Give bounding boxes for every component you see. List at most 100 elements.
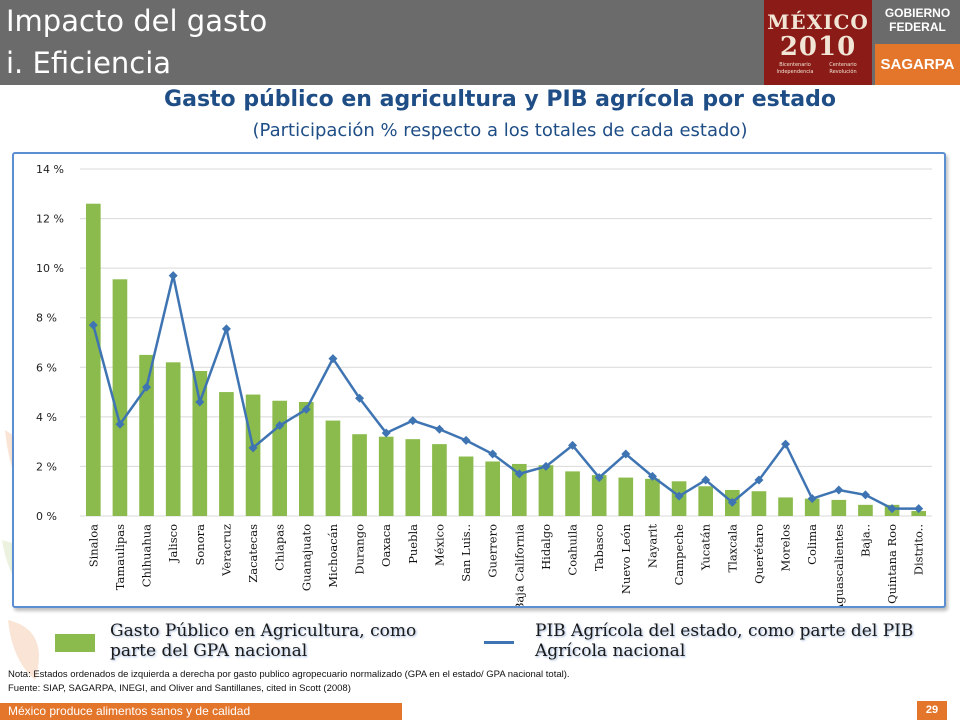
legend-bar-label: Gasto Público en Agricultura, como parte… (110, 621, 417, 661)
line-point (727, 497, 737, 507)
x-tick-label: Veracruz (219, 524, 233, 577)
x-tick-label: Guanajuato (299, 524, 313, 591)
logo-year-text: 2010 (779, 32, 857, 62)
line-point (115, 419, 125, 429)
line-point (221, 324, 231, 334)
line-point (860, 490, 870, 500)
footnote-source: Fuente: SIAP, SAGARPA, INEGI, and Oliver… (8, 683, 351, 694)
bar (192, 371, 208, 516)
line-point (621, 449, 631, 459)
bar (272, 400, 288, 516)
chart: 0 % 2 % 4 % 6 % 8 % 10 % 12 % 14 % Sinaloa Tamaul… (36, 163, 932, 606)
line-point (887, 504, 897, 514)
logo-right-caption: Centenario Revolución (829, 62, 857, 75)
bar (432, 444, 447, 516)
x-tick-label: Nayarit (645, 524, 659, 568)
x-tick-label: Tlaxcala (725, 524, 739, 573)
x-tick-label: Zacatecas (246, 524, 260, 583)
x-tick-label: Morelos (779, 524, 793, 572)
line-point (381, 428, 391, 438)
y-tick-label: 4 % (36, 411, 57, 424)
line-point (594, 473, 604, 483)
bar (591, 475, 607, 516)
bar (85, 203, 101, 516)
mexico-2010-logo: MÉXICO 2010 Bicentenario Independencia C… (764, 0, 872, 85)
x-tick-label: Coahuila (566, 524, 580, 576)
bar (751, 491, 767, 516)
bar (645, 478, 660, 516)
bar (139, 354, 154, 516)
footnote: Nota: Estados ordenados de izquierda a d… (8, 668, 570, 696)
bar (165, 362, 181, 516)
line-point (275, 421, 285, 431)
x-tick-label: Colima (805, 524, 819, 565)
x-tick-label: Jalisco (166, 524, 180, 563)
bar (511, 463, 527, 516)
line-point (754, 475, 764, 485)
bar (245, 394, 261, 516)
gov-line1: Gobierno (884, 6, 951, 20)
bar (831, 499, 847, 516)
line-point (488, 449, 498, 459)
bar (618, 477, 634, 516)
bar (352, 434, 367, 516)
x-tick-label: Querétaro (752, 524, 766, 584)
bar (698, 486, 714, 516)
bar (219, 392, 234, 516)
x-tick-label: Michoacán (326, 523, 340, 587)
line-point (807, 494, 817, 504)
line-point (195, 397, 205, 407)
x-tick-label: Aguascalientes (832, 524, 846, 606)
bar (804, 498, 820, 516)
x-tick-label: Yucatán (699, 523, 713, 571)
line-point (328, 354, 338, 364)
x-tick-label: Quintana Roo (885, 524, 899, 604)
x-tick-label: Oaxaca (379, 524, 393, 567)
line-point (355, 393, 365, 403)
x-tick-label: Baja California (512, 524, 526, 606)
x-tick-label: Baja.. (858, 524, 872, 557)
y-tick-label: 6 % (36, 361, 57, 374)
y-tick-label: 12 % (36, 213, 64, 226)
line-point (248, 443, 258, 453)
y-tick-label: 14 % (36, 163, 64, 176)
footnote-note: Nota: Estados ordenados de izquierda a d… (8, 669, 570, 680)
y-tick-label: 10 % (36, 262, 64, 275)
slide-title-line1: Impacto del gasto (6, 4, 268, 38)
bar (911, 511, 927, 516)
bar (538, 465, 554, 516)
x-tick-label: Puebla (406, 524, 420, 564)
bar (778, 497, 793, 516)
bar (298, 401, 314, 516)
line-point (408, 416, 418, 426)
chart-title: Gasto público en agricultura y PIB agríc… (164, 87, 836, 112)
line-point (647, 471, 657, 481)
line-point (914, 504, 924, 514)
sagarpa-logo: SAGARPA (875, 44, 960, 85)
x-tick-label: Campeche (672, 524, 686, 586)
y-tick-label: 8 % (36, 312, 57, 325)
gobierno-federal-logo: Gobierno Federal (875, 0, 960, 42)
line-point (701, 475, 711, 485)
line-point (434, 424, 444, 434)
chart-subtitle: (Participación % respecto a los totales … (252, 120, 748, 141)
legend-line-label: PIB Agrícola del estado, como parte del … (535, 621, 914, 661)
x-tick-label: Guerrero (486, 524, 500, 578)
line-point (541, 461, 551, 471)
line-point (142, 382, 152, 392)
line-point (461, 435, 471, 445)
bar (378, 436, 394, 516)
gov-line2: Federal (889, 20, 946, 34)
bar (858, 504, 873, 516)
x-tick-label: Chihuahua (140, 524, 154, 587)
line-point (674, 491, 684, 501)
line-point (514, 469, 524, 479)
x-tick-label: Hidalgo (539, 524, 553, 570)
x-tick-label: Sinaloa (86, 524, 100, 567)
y-tick-label: 0 % (36, 510, 57, 523)
line-point (168, 271, 178, 281)
y-tick-label: 2 % (36, 460, 57, 473)
line-series (92, 275, 919, 510)
slide-title: Impacto del gasto i. Eficiencia (6, 0, 267, 84)
bar (458, 456, 474, 516)
